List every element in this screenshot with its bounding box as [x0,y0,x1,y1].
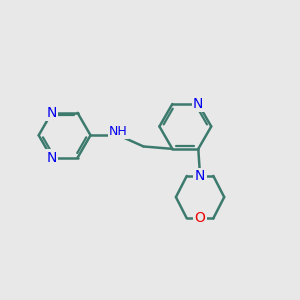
Text: O: O [195,211,206,225]
Text: N: N [195,169,205,183]
Text: N: N [193,97,203,111]
Text: N: N [46,106,57,120]
Text: N: N [46,151,57,165]
Text: NH: NH [109,125,128,138]
